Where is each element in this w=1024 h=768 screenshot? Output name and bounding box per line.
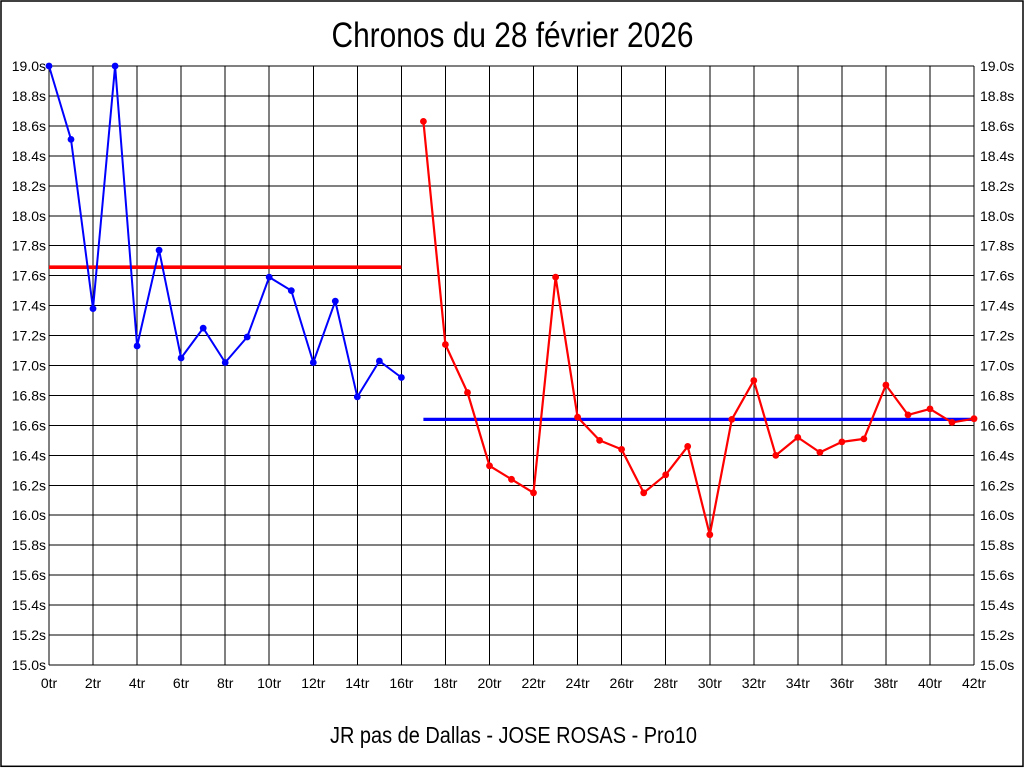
svg-text:15.0s: 15.0s — [12, 657, 46, 673]
svg-text:17.0s: 17.0s — [980, 358, 1014, 374]
svg-text:40tr: 40tr — [918, 675, 942, 691]
svg-text:18.6s: 18.6s — [12, 118, 46, 134]
svg-text:17.6s: 17.6s — [980, 268, 1014, 284]
svg-text:10tr: 10tr — [257, 675, 281, 691]
svg-text:14tr: 14tr — [345, 675, 369, 691]
svg-text:15.6s: 15.6s — [980, 567, 1014, 583]
svg-text:30tr: 30tr — [698, 675, 722, 691]
svg-text:16.2s: 16.2s — [12, 477, 46, 493]
svg-text:17.4s: 17.4s — [980, 298, 1014, 314]
svg-text:24tr: 24tr — [566, 675, 590, 691]
svg-text:16.2s: 16.2s — [980, 477, 1014, 493]
svg-text:18.6s: 18.6s — [980, 118, 1014, 134]
svg-text:2tr: 2tr — [85, 675, 102, 691]
svg-text:34tr: 34tr — [786, 675, 810, 691]
svg-text:16tr: 16tr — [389, 675, 413, 691]
svg-text:0tr: 0tr — [41, 675, 58, 691]
svg-text:19.0s: 19.0s — [12, 58, 46, 74]
svg-text:22tr: 22tr — [521, 675, 545, 691]
svg-text:17.2s: 17.2s — [12, 328, 46, 344]
svg-text:16.0s: 16.0s — [12, 507, 46, 523]
svg-text:16.6s: 16.6s — [980, 417, 1014, 433]
svg-text:32tr: 32tr — [742, 675, 766, 691]
svg-text:15.6s: 15.6s — [12, 567, 46, 583]
svg-text:17.2s: 17.2s — [980, 328, 1014, 344]
svg-text:38tr: 38tr — [874, 675, 898, 691]
svg-text:16.8s: 16.8s — [12, 388, 46, 404]
svg-text:17.4s: 17.4s — [12, 298, 46, 314]
svg-text:17.6s: 17.6s — [12, 268, 46, 284]
svg-text:18.2s: 18.2s — [980, 178, 1014, 194]
svg-text:18.0s: 18.0s — [980, 208, 1014, 224]
svg-text:12tr: 12tr — [301, 675, 325, 691]
svg-text:18.0s: 18.0s — [12, 208, 46, 224]
svg-text:16.4s: 16.4s — [980, 447, 1014, 463]
svg-text:42tr: 42tr — [962, 675, 986, 691]
svg-text:18.8s: 18.8s — [980, 88, 1014, 104]
svg-text:15.0s: 15.0s — [980, 657, 1014, 673]
svg-text:16.6s: 16.6s — [12, 417, 46, 433]
svg-text:15.8s: 15.8s — [980, 537, 1014, 553]
svg-text:4tr: 4tr — [129, 675, 146, 691]
svg-text:26tr: 26tr — [610, 675, 634, 691]
svg-text:20tr: 20tr — [477, 675, 501, 691]
svg-text:15.4s: 15.4s — [12, 597, 46, 613]
svg-text:17.8s: 17.8s — [980, 238, 1014, 254]
svg-text:36tr: 36tr — [830, 675, 854, 691]
svg-text:17.0s: 17.0s — [12, 358, 46, 374]
svg-text:Chronos du 28 février 2026: Chronos du 28 février 2026 — [332, 16, 694, 55]
svg-text:28tr: 28tr — [654, 675, 678, 691]
svg-text:17.8s: 17.8s — [12, 238, 46, 254]
svg-text:15.2s: 15.2s — [980, 627, 1014, 643]
svg-text:JR pas de Dallas - JOSE ROSAS: JR pas de Dallas - JOSE ROSAS - Pro10 — [330, 722, 697, 748]
svg-text:16.4s: 16.4s — [12, 447, 46, 463]
svg-text:15.8s: 15.8s — [12, 537, 46, 553]
svg-text:18.2s: 18.2s — [12, 178, 46, 194]
svg-text:16.8s: 16.8s — [980, 388, 1014, 404]
svg-text:19.0s: 19.0s — [980, 58, 1014, 74]
svg-text:6tr: 6tr — [173, 675, 190, 691]
svg-text:15.2s: 15.2s — [12, 627, 46, 643]
svg-text:8tr: 8tr — [217, 675, 234, 691]
svg-text:18.8s: 18.8s — [12, 88, 46, 104]
svg-text:18.4s: 18.4s — [980, 148, 1014, 164]
svg-text:15.4s: 15.4s — [980, 597, 1014, 613]
svg-text:16.0s: 16.0s — [980, 507, 1014, 523]
svg-text:18tr: 18tr — [433, 675, 457, 691]
svg-text:18.4s: 18.4s — [12, 148, 46, 164]
